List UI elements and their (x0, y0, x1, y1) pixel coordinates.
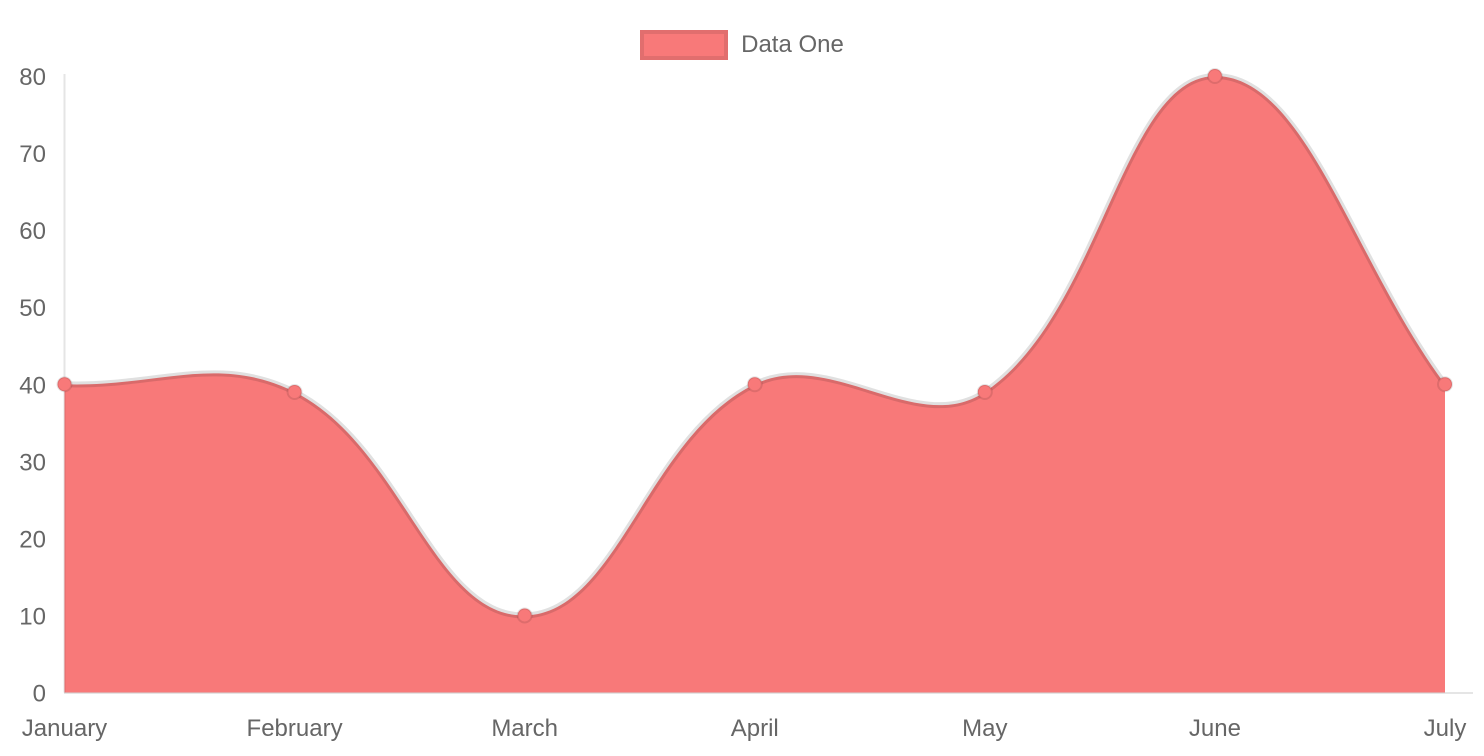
y-axis-tick-label: 30 (19, 449, 46, 476)
x-axis-tick-label: April (731, 715, 779, 742)
data-point-july[interactable] (1437, 376, 1453, 393)
data-point-march[interactable] (516, 607, 533, 624)
legend-swatch (640, 30, 729, 60)
data-point-june[interactable] (1206, 68, 1223, 84)
y-axis-tick-label: 40 (19, 372, 46, 399)
data-point-january[interactable] (56, 376, 73, 393)
data-point-february[interactable] (286, 383, 303, 400)
legend-label: Data One (741, 31, 844, 58)
data-point-april[interactable] (746, 376, 763, 393)
x-axis-tick-label: January (22, 715, 107, 742)
y-axis-tick-label: 70 (19, 141, 46, 168)
data-point-may[interactable] (976, 383, 993, 400)
x-axis-tick-label: July (1424, 715, 1467, 742)
y-axis-tick-label: 50 (19, 295, 46, 322)
y-axis-tick-label: 20 (19, 526, 46, 553)
x-axis-tick-label: May (962, 715, 1007, 742)
x-axis-tick-label: June (1189, 715, 1241, 742)
y-axis-tick-label: 60 (19, 218, 46, 245)
y-axis-tick-label: 80 (19, 64, 46, 91)
y-axis-tick-label: 0 (33, 681, 46, 708)
legend-item-data-one[interactable]: Data One (0, 30, 1484, 60)
x-axis-tick-label: March (491, 715, 558, 742)
x-axis-tick-label: February (247, 715, 343, 742)
y-axis-tick-label: 10 (19, 603, 46, 630)
